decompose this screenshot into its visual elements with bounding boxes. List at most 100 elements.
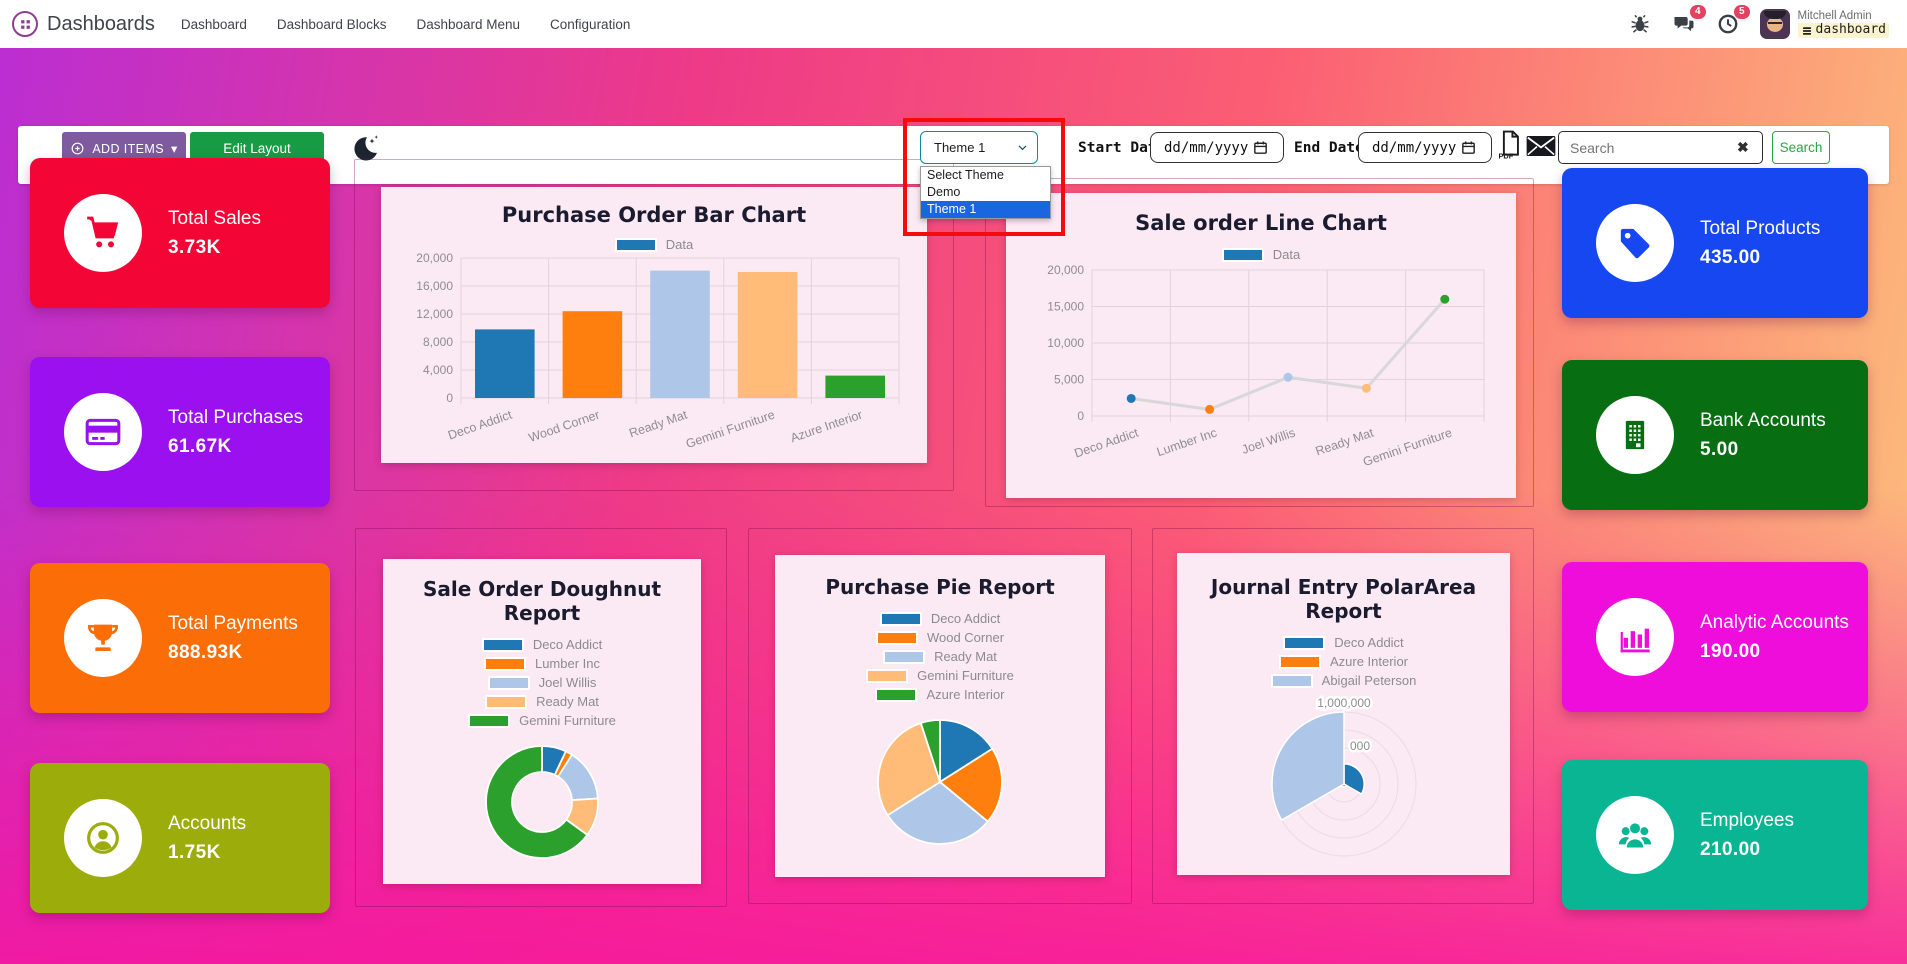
start-date-input[interactable]: [1150, 132, 1284, 163]
app-logo-icon: [12, 11, 38, 37]
svg-text:Deco Addict: Deco Addict: [446, 407, 514, 442]
svg-text:000: 000: [1349, 739, 1369, 753]
theme-select[interactable]: Theme 1: [920, 131, 1038, 164]
tile-total-sales[interactable]: Total Sales 3.73K: [30, 158, 330, 308]
tag-icon: [1620, 228, 1650, 259]
legend-item[interactable]: Joel Willis: [487, 675, 596, 690]
legend-label: Lumber Inc: [534, 656, 601, 671]
tile-accounts[interactable]: Accounts 1.75K: [30, 763, 330, 913]
search-button[interactable]: Search: [1772, 131, 1830, 164]
legend-label: Deco Addict: [930, 611, 1001, 626]
legend-label: Abigail Peterson: [1321, 673, 1417, 688]
bar-chart-icon: [1620, 628, 1650, 653]
legend-label: Ready Mat: [536, 694, 599, 709]
bar-chart-canvas: 0 4,000 8,000 12,000 16,000 20,000 Deco Addict…: [401, 252, 907, 452]
legend-label: Data: [665, 237, 694, 252]
polararea-chart-canvas: 1,000,000 000: [1178, 688, 1510, 874]
legend-swatch: [1283, 635, 1326, 650]
bug-icon[interactable]: [1628, 12, 1652, 36]
chart-title: Purchase Order Bar Chart: [501, 203, 807, 227]
tile-label: Analytic Accounts: [1700, 611, 1849, 633]
end-date-input[interactable]: [1358, 132, 1492, 163]
legend-item[interactable]: Deco Addict: [879, 611, 1001, 626]
credit-card-icon: [85, 418, 121, 446]
svg-text:16,000: 16,000: [416, 279, 453, 293]
legend-label: Azure Interior: [926, 687, 1005, 702]
tile-analytic-accounts[interactable]: Analytic Accounts 190.00: [1562, 562, 1868, 712]
tile-label: Total Payments: [168, 612, 298, 634]
legend-item[interactable]: Azure Interior: [875, 687, 1005, 702]
svg-text:20,000: 20,000: [1047, 263, 1084, 277]
tile-total-purchases[interactable]: Total Purchases 61.67K: [30, 357, 330, 507]
purchase-order-bar-chart-block: Purchase Order Bar Chart Data 0 4,000 8,00…: [354, 159, 954, 491]
legend-item[interactable]: Deco Addict: [1283, 635, 1404, 650]
trophy-icon: [88, 624, 118, 651]
chevron-down-icon: [1018, 145, 1027, 151]
theme-option-theme-1[interactable]: Theme 1: [921, 201, 1050, 218]
tile-total-products[interactable]: Total Products 435.00: [1562, 168, 1868, 318]
legend-item[interactable]: Data: [1221, 247, 1301, 262]
messages-icon[interactable]: 4: [1672, 5, 1706, 36]
tile-total-payments[interactable]: Total Payments 888.93K: [30, 563, 330, 713]
tile-bank-accounts[interactable]: Bank Accounts 5.00: [1562, 360, 1868, 510]
svg-text:0: 0: [1077, 409, 1084, 423]
legend-item[interactable]: Gemini Furniture: [468, 713, 616, 728]
legend-label: Gemini Furniture: [917, 668, 1014, 683]
legend-item[interactable]: Ready Mat: [485, 694, 599, 709]
legend-item[interactable]: Data: [614, 237, 694, 252]
svg-text:Wood Corner: Wood Corner: [527, 408, 602, 445]
menu-item-dashboard-menu[interactable]: Dashboard Menu: [416, 16, 521, 32]
user-menu[interactable]: Mitchell Admin dashboard: [1759, 9, 1889, 39]
legend-item[interactable]: Lumber Inc: [483, 656, 601, 671]
app-brand[interactable]: Dashboards: [12, 11, 155, 37]
theme-option-demo[interactable]: Demo: [927, 185, 961, 199]
chart-legend: Data: [1221, 247, 1301, 262]
legend-item[interactable]: Azure Interior: [1278, 654, 1409, 669]
legend-label: Azure Interior: [1329, 654, 1409, 669]
cart-icon: [87, 216, 119, 248]
dark-mode-toggle-icon[interactable]: [350, 134, 380, 164]
svg-text:10,000: 10,000: [1047, 336, 1084, 350]
legend-label: Deco Addict: [532, 637, 603, 652]
svg-text:15,000: 15,000: [1047, 300, 1084, 314]
chart-legend: Deco Addict Lumber Inc Joel Willis Ready Ma…: [468, 637, 616, 728]
send-mail-icon[interactable]: [1526, 135, 1556, 157]
svg-text:Gemini Furniture: Gemini Furniture: [1361, 426, 1454, 470]
clear-search-icon[interactable]: ✖: [1737, 139, 1749, 155]
legend-item[interactable]: Ready Mat: [883, 649, 997, 664]
line-chart-canvas: 0 5,000 10,000 15,000 20,000 Deco Addict Lumbe…: [1026, 262, 1496, 476]
tile-value: 1.75K: [168, 842, 221, 864]
legend-swatch: [487, 675, 530, 690]
theme-option-select-theme[interactable]: Select Theme: [927, 168, 1004, 182]
legend-swatch: [866, 668, 909, 683]
legend-item[interactable]: Wood Corner: [875, 630, 1004, 645]
legend-item[interactable]: Abigail Peterson: [1270, 673, 1417, 688]
export-pdf-icon[interactable]: PDF: [1496, 128, 1523, 161]
tile-employees[interactable]: Employees 210.00: [1562, 760, 1868, 910]
tile-label: Bank Accounts: [1700, 409, 1826, 431]
chart-title: Purchase Pie Report: [825, 575, 1055, 599]
chart-title: Sale Order Doughnut Report: [422, 577, 662, 625]
chart-legend: Deco Addict Azure Interior Abigail Peterso…: [1270, 635, 1417, 688]
menu-item-dashboard[interactable]: Dashboard: [180, 16, 247, 32]
legend-swatch: [468, 713, 511, 728]
legend-item[interactable]: Gemini Furniture: [866, 668, 1014, 683]
database-icon: [1802, 26, 1811, 35]
legend-item[interactable]: Deco Addict: [481, 637, 603, 652]
tile-label: Employees: [1700, 809, 1794, 831]
svg-text:Joel Willis: Joel Willis: [1240, 426, 1297, 457]
search-input[interactable]: [1558, 131, 1763, 164]
svg-text:20,000: 20,000: [416, 252, 453, 265]
plus-circle-icon: [71, 142, 84, 155]
svg-text:PDF: PDF: [1498, 152, 1513, 161]
tile-label: Total Products: [1700, 217, 1821, 239]
activities-icon[interactable]: 5: [1716, 5, 1750, 36]
legend-label: Data: [1272, 247, 1301, 262]
tile-value: 190.00: [1700, 641, 1761, 663]
svg-text:Lumber Inc: Lumber Inc: [1155, 426, 1219, 460]
tile-value: 61.67K: [168, 436, 232, 458]
menu-item-configuration[interactable]: Configuration: [550, 16, 631, 32]
chart-title: Sale order Line Chart: [1135, 211, 1387, 235]
menu-item-dashboard-blocks[interactable]: Dashboard Blocks: [276, 16, 387, 32]
